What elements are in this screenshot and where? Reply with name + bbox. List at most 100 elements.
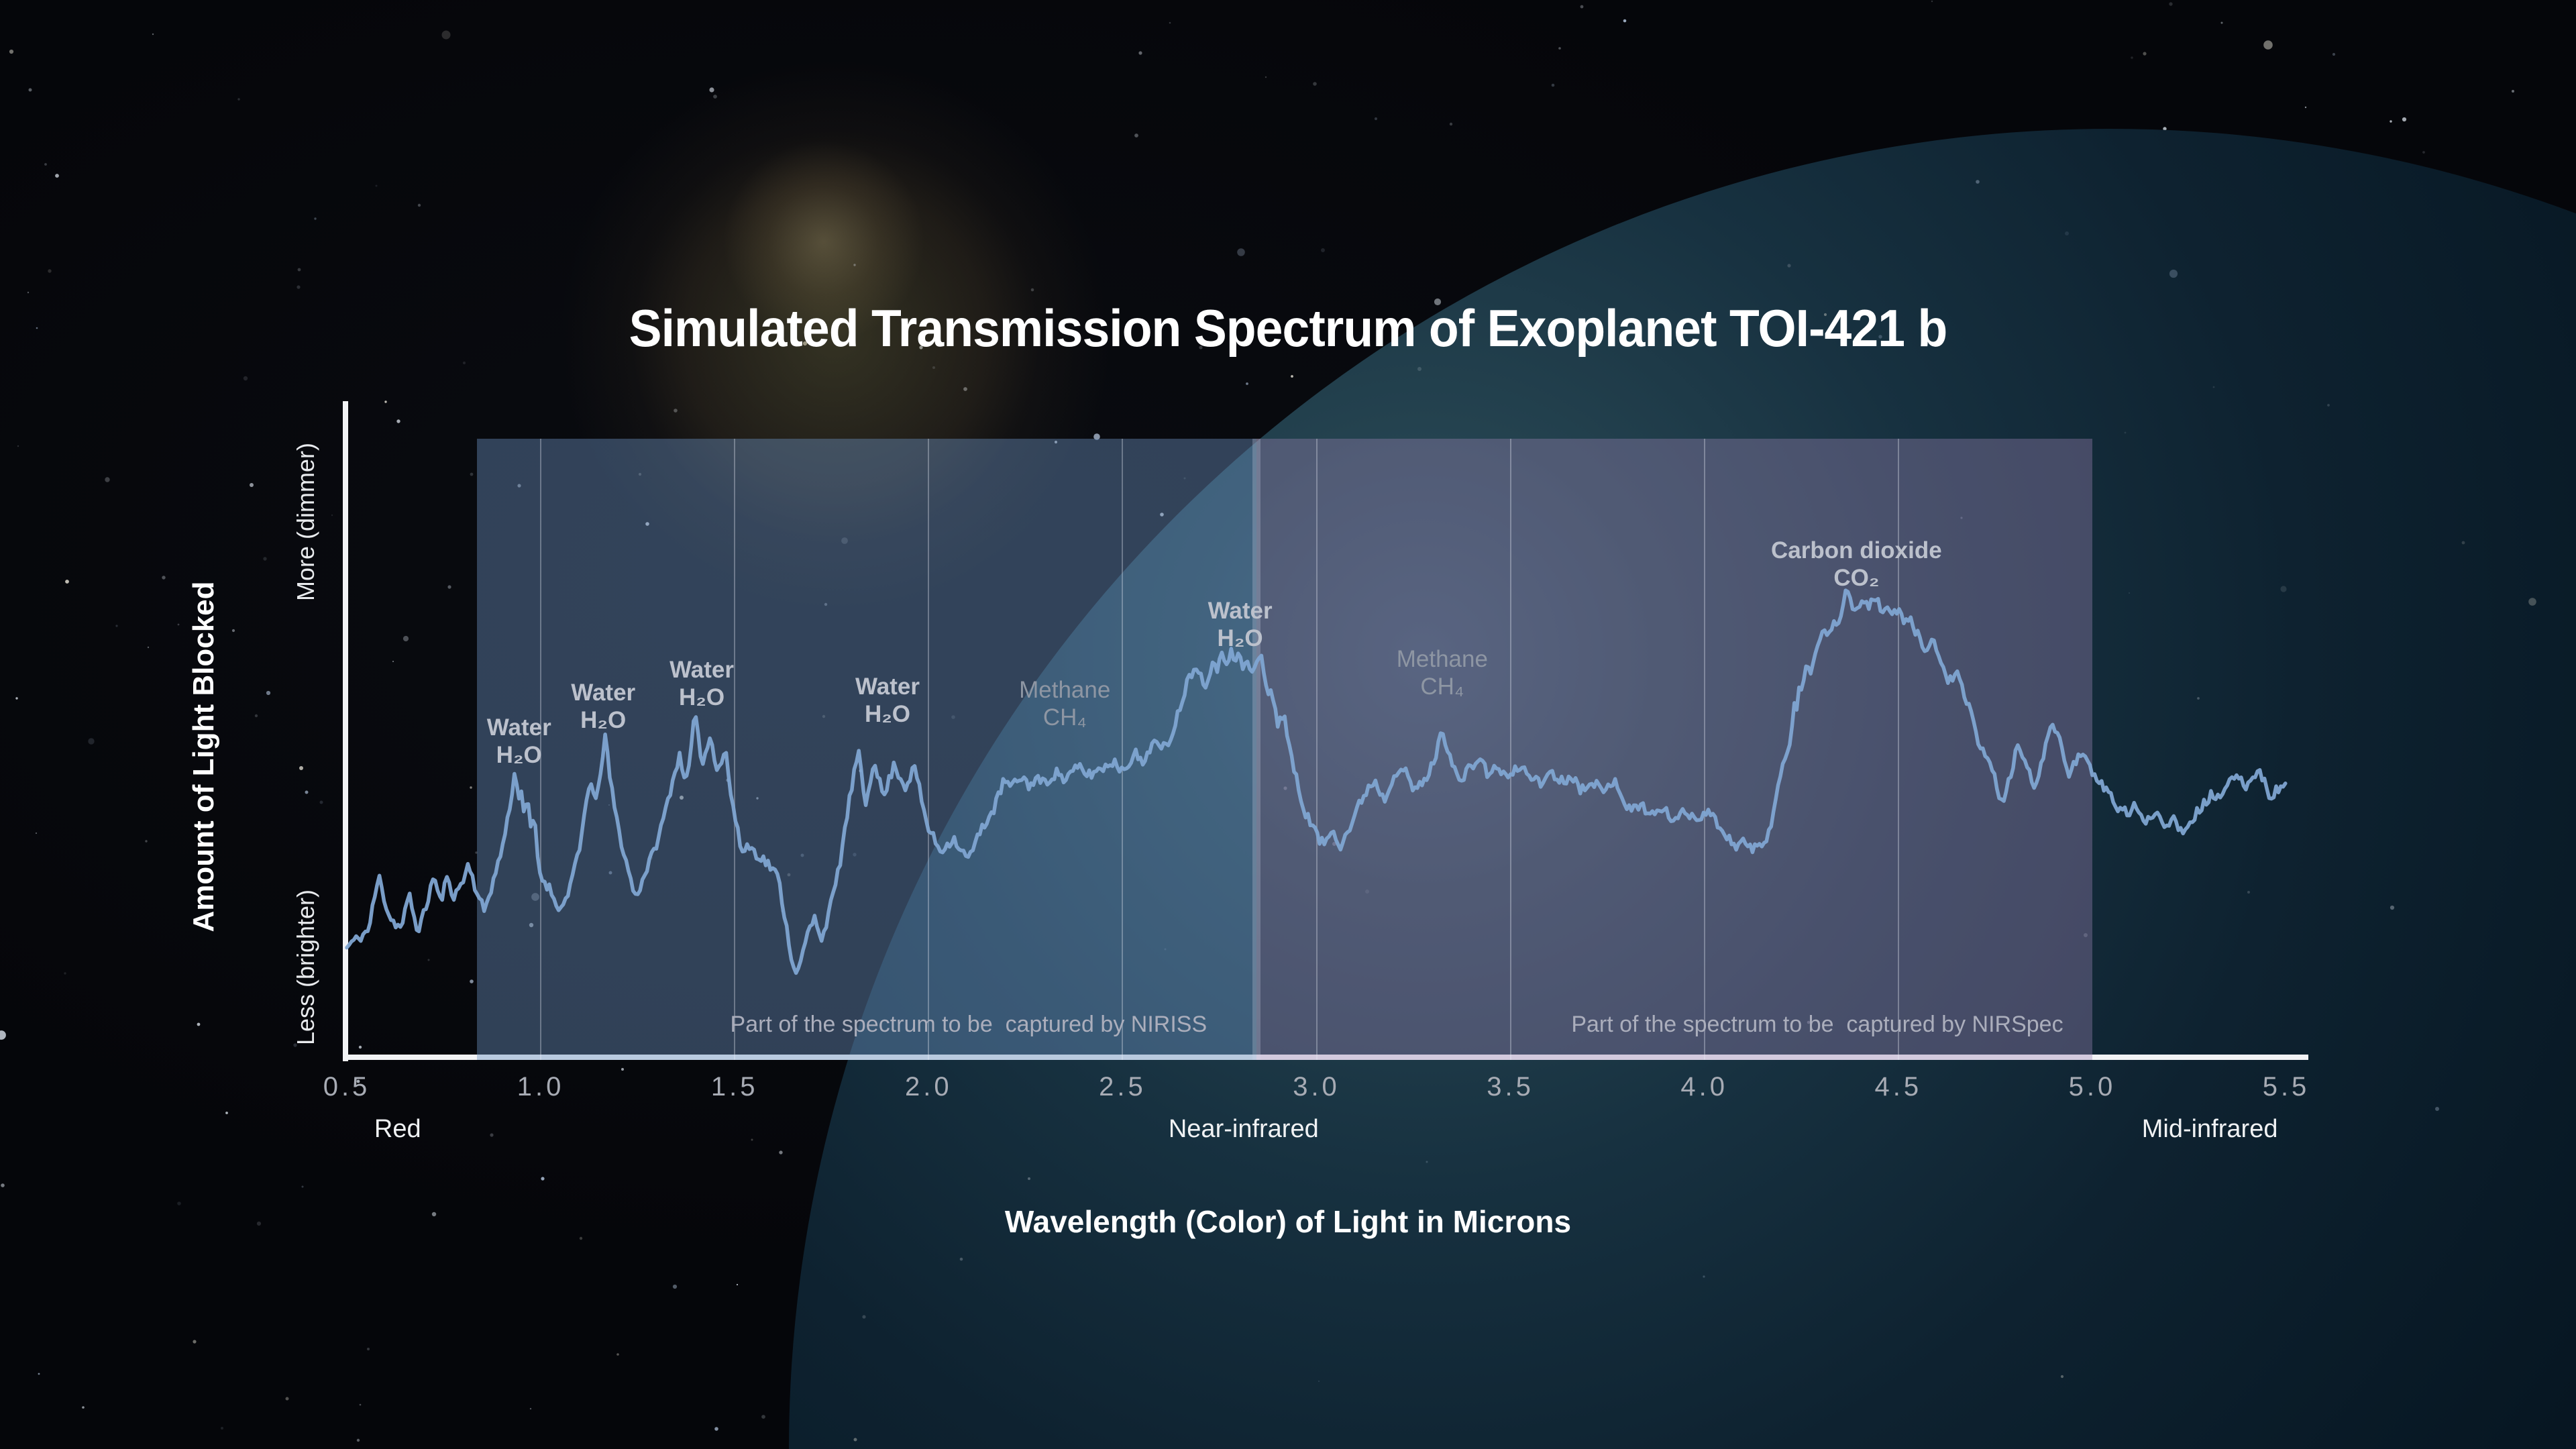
star: [608, 804, 610, 806]
star: [951, 715, 955, 719]
band-caption-nirspec: Part of the spectrum to be captured by N…: [1571, 1012, 2063, 1037]
star: [621, 717, 625, 721]
annotation-name: Water: [486, 714, 551, 741]
gridline-2.0: [928, 439, 930, 1060]
star: [314, 217, 317, 220]
star: [384, 400, 387, 403]
star: [88, 738, 95, 745]
star: [177, 1201, 181, 1205]
x-tick-1.5: 1.5: [710, 1072, 759, 1102]
star: [462, 361, 466, 365]
star: [802, 341, 808, 346]
star: [2402, 117, 2407, 122]
x-axis-title: Wavelength (Color) of Light in Microns: [1004, 1204, 1572, 1239]
star: [1313, 82, 1317, 86]
star: [1160, 513, 1164, 517]
spectrum-line: [345, 588, 2288, 975]
x-tick-5.5: 5.5: [2262, 1072, 2310, 1102]
star: [2065, 231, 2069, 235]
star: [17, 445, 19, 447]
star: [1374, 117, 1378, 121]
star: [1134, 133, 1138, 138]
star: [1, 1183, 5, 1187]
star: [822, 714, 826, 718]
star: [1787, 264, 1791, 268]
x-tick-2.5: 2.5: [1099, 1072, 1146, 1102]
star: [2390, 120, 2392, 123]
star: [1138, 51, 1142, 55]
star: [963, 387, 967, 391]
star: [297, 285, 301, 289]
star: [301, 1185, 304, 1188]
range-label-red: Red: [374, 1115, 421, 1143]
star: [396, 419, 400, 423]
star: [2131, 56, 2133, 59]
x-axis-line: [343, 1055, 2308, 1060]
star: [2332, 52, 2336, 56]
star: [177, 623, 180, 626]
star: [1265, 76, 1267, 78]
star: [1931, 0, 1933, 3]
star: [447, 585, 451, 589]
annotation-name: Water: [669, 657, 735, 684]
annotation-formula: CH₄: [1420, 673, 1464, 700]
star: [115, 625, 118, 627]
gridline-2.5: [1122, 439, 1124, 1060]
annotation-methane: Methane CH₄: [1397, 645, 1488, 700]
star: [2197, 697, 2200, 700]
gridline-3.0: [1316, 439, 1318, 1060]
star: [714, 1427, 718, 1431]
star: [319, 800, 323, 804]
star: [44, 163, 47, 166]
star: [800, 853, 804, 857]
star: [1054, 440, 1058, 444]
annotation-name: Water: [1208, 597, 1273, 624]
annotation-formula: H₂O: [679, 684, 725, 711]
star: [231, 629, 235, 633]
star: [680, 796, 684, 800]
star: [1169, 21, 1171, 24]
x-tick-2.0: 2.0: [904, 1072, 953, 1102]
star: [529, 922, 534, 928]
star: [36, 327, 38, 329]
annotation-name: Water: [855, 674, 920, 700]
y-axis-line: [343, 401, 348, 1061]
range-label-mid-infrared: Mid-infrared: [2141, 1115, 2278, 1143]
star: [2435, 1107, 2439, 1111]
star: [356, 1079, 360, 1083]
star: [470, 979, 474, 983]
star: [2220, 21, 2223, 24]
star: [359, 1403, 362, 1406]
star: [787, 873, 791, 877]
gridline-4.0: [1703, 439, 1705, 1060]
star: [55, 174, 59, 178]
star: [672, 1284, 678, 1289]
star: [48, 269, 52, 273]
gridline-1.0: [540, 439, 542, 1060]
star: [293, 1043, 297, 1047]
annotation-carbon-dioxide: Carbon dioxide CO₂: [1771, 537, 1942, 592]
star: [475, 851, 478, 854]
star: [256, 1221, 262, 1226]
star: [197, 1022, 201, 1026]
star: [2390, 905, 2395, 910]
star: [1434, 298, 1442, 306]
star: [2263, 40, 2273, 50]
star: [1703, 1275, 1705, 1278]
star: [1623, 19, 1627, 23]
star: [2169, 2, 2173, 6]
annotation-formula: H₂O: [580, 706, 627, 733]
star: [1449, 122, 1453, 126]
star: [490, 1133, 494, 1137]
annotation-water: Water H₂O: [669, 656, 734, 711]
star: [2461, 541, 2465, 545]
star: [2528, 598, 2536, 606]
star: [2124, 431, 2127, 434]
x-tick-4.0: 4.0: [1680, 1072, 1728, 1102]
star: [441, 30, 451, 40]
annotation-formula: CH₄: [1042, 704, 1087, 731]
annotation-water: Water H₂O: [571, 679, 635, 734]
star: [1365, 890, 1369, 894]
star: [2169, 269, 2178, 278]
